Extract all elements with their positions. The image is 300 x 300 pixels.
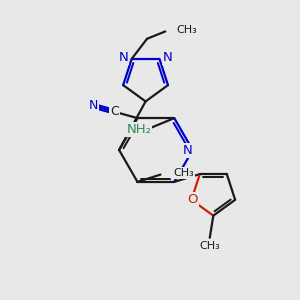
Text: CH₃: CH₃ — [176, 25, 197, 35]
Text: N: N — [89, 100, 98, 112]
Text: O: O — [187, 193, 198, 206]
Text: CH₃: CH₃ — [174, 168, 194, 178]
Text: C: C — [110, 105, 119, 119]
Text: N: N — [183, 144, 193, 157]
Text: CH₃: CH₃ — [200, 241, 220, 251]
Text: N: N — [163, 51, 173, 64]
Text: NH₂: NH₂ — [126, 123, 151, 136]
Text: N: N — [118, 51, 128, 64]
